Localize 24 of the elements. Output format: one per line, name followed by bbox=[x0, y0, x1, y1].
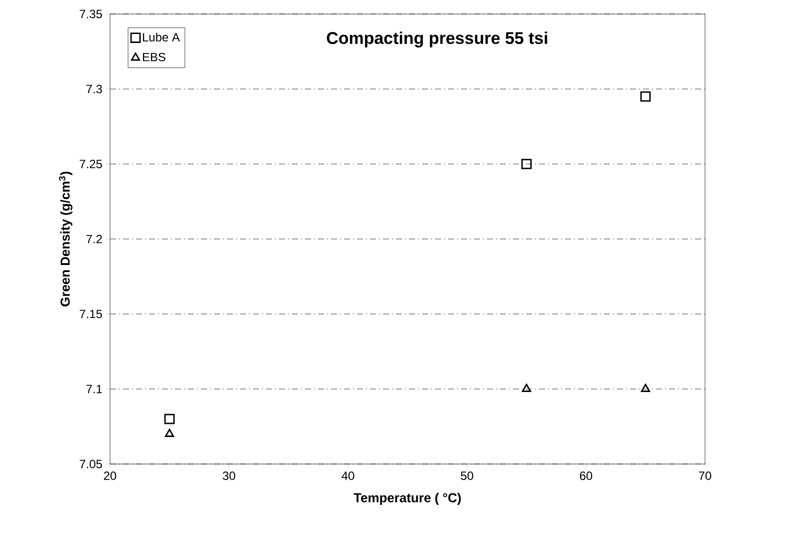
legend-label: Lube A bbox=[142, 32, 180, 42]
point bbox=[522, 384, 532, 392]
point bbox=[164, 428, 174, 437]
text: Compacting pressure 55 tsi bbox=[326, 32, 548, 48]
x-tick-label: 60 bbox=[580, 472, 592, 480]
point bbox=[640, 384, 650, 392]
x-tick-label: 50 bbox=[460, 472, 474, 480]
y-tick-label: 7.25 bbox=[80, 160, 102, 168]
y-tick-label: 7.05 bbox=[80, 460, 102, 468]
point bbox=[640, 91, 651, 102]
y-tick-label: 7.1 bbox=[86, 384, 102, 394]
y-tick-label: 7.35 bbox=[80, 10, 102, 18]
point bbox=[521, 158, 532, 170]
y-tick-label: 7.15 bbox=[80, 310, 102, 318]
y-tick-label: 7.2 bbox=[86, 234, 102, 244]
x-tick-label: 20 bbox=[104, 472, 116, 480]
x-tick-label: 30 bbox=[222, 472, 236, 480]
x-tick-label: 40 bbox=[342, 472, 354, 480]
x-axis-title: Temperature ( °C) bbox=[354, 492, 461, 505]
legend-label: EBS bbox=[142, 52, 166, 62]
y-axis-title: Green Density (g/cm$^{3}$) bbox=[58, 172, 72, 306]
y-tick-label: 7.3 bbox=[86, 84, 102, 94]
point bbox=[164, 414, 175, 424]
x-tick-label: 70 bbox=[698, 472, 712, 480]
